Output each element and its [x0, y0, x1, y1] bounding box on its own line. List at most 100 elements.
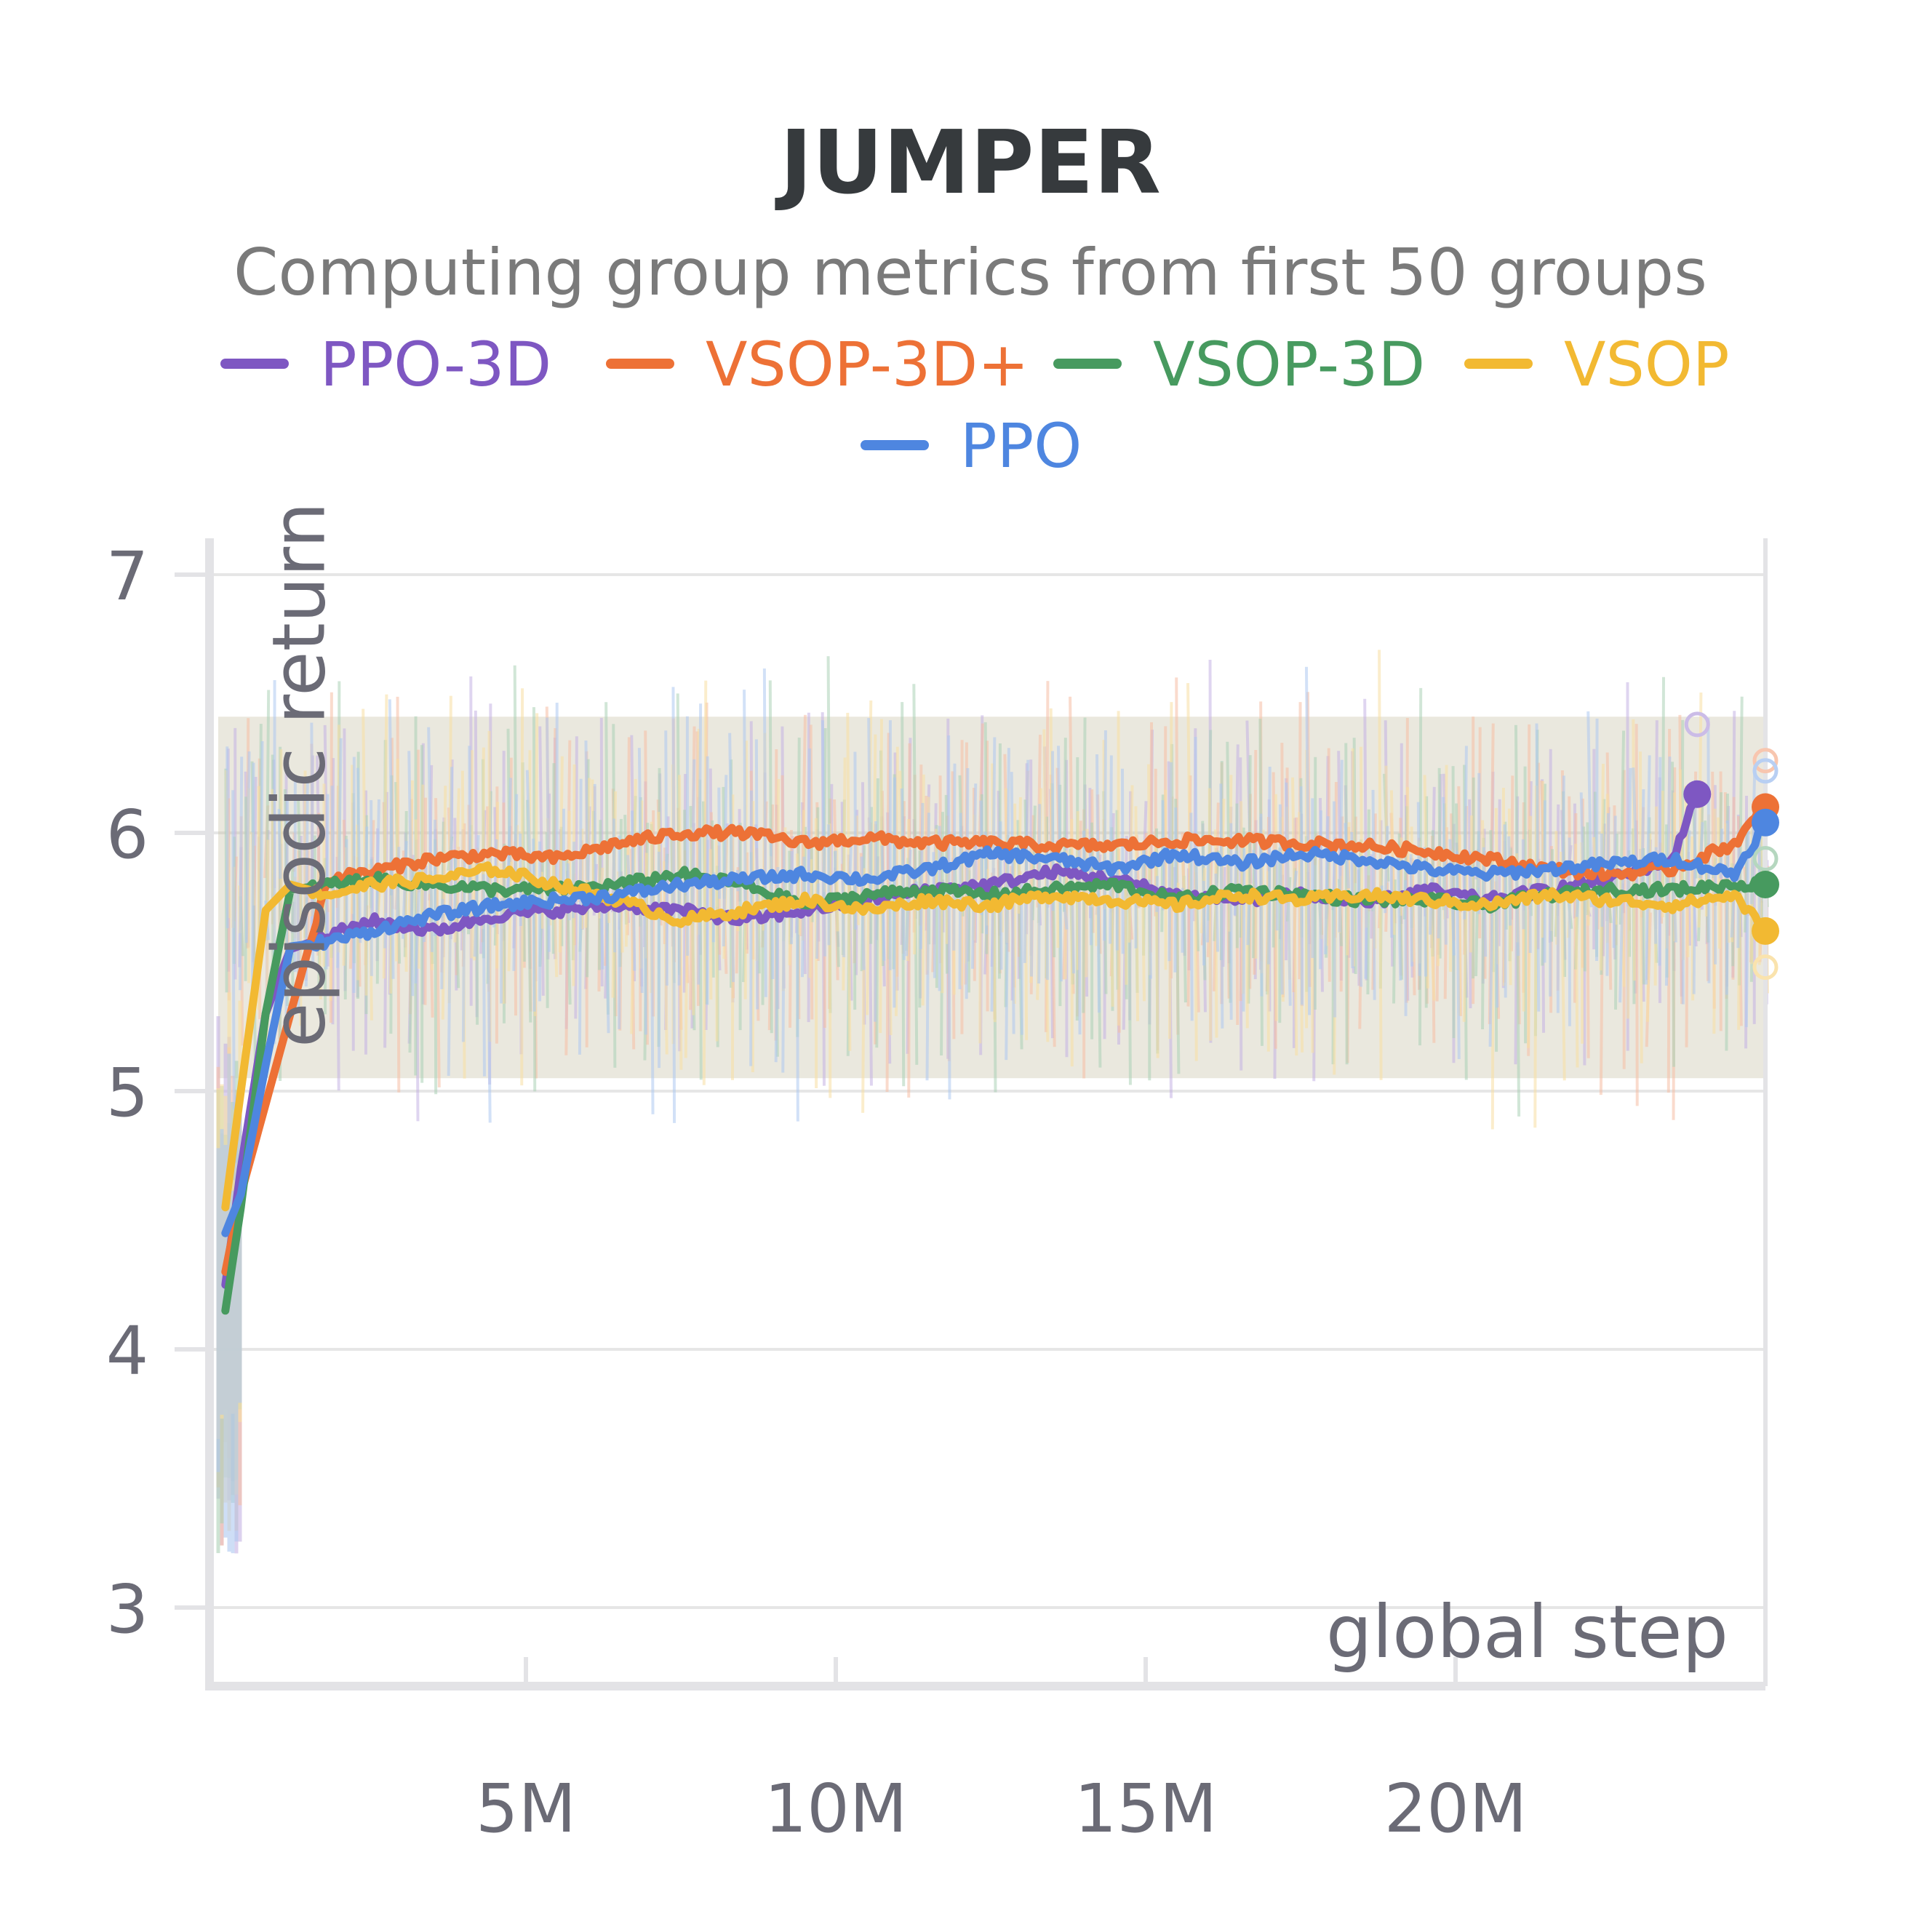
noise-bar — [1455, 851, 1461, 1059]
noise-bar — [1640, 789, 1645, 897]
noise-bar — [1744, 831, 1750, 1028]
noise-bar — [970, 783, 978, 969]
noise-bar — [1062, 738, 1067, 912]
noise-bar — [872, 734, 877, 899]
noise-bar — [919, 802, 925, 949]
noise-bar — [1121, 768, 1125, 954]
raw-end-marker-ppo — [1752, 758, 1779, 784]
noise-bar — [407, 751, 415, 997]
noise-bar — [715, 823, 719, 1042]
x-tick-label-20M: 20M — [1384, 1770, 1527, 1848]
noise-bar — [1717, 817, 1721, 949]
noise-bar — [643, 877, 647, 1035]
noise-bar — [1194, 737, 1198, 890]
series-line-vsop — [221, 861, 1770, 1212]
end-marker-vsop — [1752, 917, 1779, 945]
chart-subtitle: Computing group metrics from first 50 gr… — [233, 235, 1707, 310]
noise-bar — [795, 853, 801, 935]
noise-bar — [468, 746, 472, 906]
y-tick-label-7: 7 — [106, 538, 149, 615]
noise-bar — [370, 799, 373, 976]
noise-bar — [525, 770, 532, 884]
legend-label-ppo-3d: PPO-3D — [320, 329, 551, 400]
noise-bar — [1291, 777, 1298, 1056]
noise-bar — [841, 875, 846, 957]
noise-bar — [1671, 762, 1676, 1067]
y-axis-label: episodic return — [256, 502, 341, 1047]
noise-bar — [265, 839, 270, 1077]
series-line-ppo — [221, 818, 1770, 1237]
legend: PPO-3D VSOP-3D+ VSOP-3D VSOP PPO — [220, 329, 1730, 482]
noise-bar — [1324, 816, 1330, 954]
raw-end-marker-vsop-3d — [1752, 846, 1779, 871]
series-line-vsop-3d — [221, 803, 1770, 1276]
noise-bar — [1521, 839, 1525, 930]
noise-bar — [990, 737, 997, 1012]
legend-label-vsop-3d: VSOP-3D — [1153, 329, 1425, 400]
noise-bar — [874, 821, 878, 1022]
x-tick-label-15M: 15M — [1074, 1770, 1217, 1848]
noise-bar — [362, 708, 368, 996]
noise-bar — [1103, 730, 1107, 941]
noise-bar — [447, 767, 454, 1077]
noise-bar — [277, 809, 282, 879]
noise-bar — [1219, 783, 1224, 1029]
noise-bar — [637, 748, 644, 994]
noise-bar — [1507, 836, 1512, 926]
y-tick-label-4: 4 — [106, 1312, 149, 1390]
legend-label-ppo: PPO — [960, 410, 1082, 482]
end-markers — [1683, 711, 1779, 981]
legend-label-vsop: VSOP — [1564, 329, 1730, 400]
noise-bar — [239, 757, 244, 991]
noise-bar — [512, 794, 519, 971]
axes — [205, 538, 1768, 1691]
x-tick-label-10M: 10M — [765, 1770, 907, 1848]
end-marker-vsop-3d — [1752, 871, 1779, 898]
noise-bar — [244, 751, 251, 943]
noise-bar — [1221, 866, 1226, 967]
noise-bar — [1242, 848, 1246, 1012]
noise-bar — [1319, 810, 1322, 970]
noise-bar — [1357, 857, 1363, 987]
end-marker-ppo-3d — [1683, 780, 1712, 808]
noise-bar — [584, 740, 589, 880]
noise-bar — [1472, 777, 1475, 979]
raw-end-marker-vsop-3d — [1752, 748, 1779, 774]
noise-bar — [574, 736, 578, 1019]
chart-title: JUMPER — [775, 113, 1161, 214]
noise-bar — [1503, 824, 1507, 998]
noise-bar — [1057, 746, 1063, 982]
noise-bar — [795, 908, 799, 1122]
noise-bar — [356, 767, 362, 943]
noise-bar — [1612, 815, 1617, 949]
noise-bar — [1632, 719, 1637, 981]
noise-bar — [330, 786, 335, 938]
noise-bar — [1359, 746, 1364, 904]
noise-bar — [664, 730, 668, 986]
series-lines — [221, 790, 1770, 1315]
noise-bar — [925, 813, 930, 1081]
noise-bar — [1364, 901, 1369, 979]
noise-bar — [1214, 873, 1220, 952]
noise-bar — [1396, 850, 1402, 981]
noise-bar — [1333, 801, 1337, 1018]
noise-bar — [578, 778, 583, 1055]
noise-bar — [1495, 865, 1499, 1008]
noise-bar — [1029, 886, 1034, 977]
noise-bar — [1247, 755, 1252, 1004]
y-tick-label-6: 6 — [106, 796, 149, 874]
noise-bar — [453, 854, 458, 910]
raw-end-marker-ppo-3d — [1684, 711, 1710, 738]
noise-bar — [677, 874, 682, 986]
x-axis-label: global step — [1326, 1589, 1728, 1674]
noise-bar — [1023, 759, 1030, 963]
noise-bar — [743, 690, 747, 906]
noise-bar — [1304, 666, 1312, 1015]
noise-bar — [894, 746, 899, 1016]
y-tick-label-5: 5 — [106, 1054, 149, 1132]
noise-bar — [250, 762, 255, 1021]
noise-bar — [356, 824, 360, 981]
noise-bar — [1626, 767, 1632, 906]
noise-bar — [532, 838, 536, 1012]
